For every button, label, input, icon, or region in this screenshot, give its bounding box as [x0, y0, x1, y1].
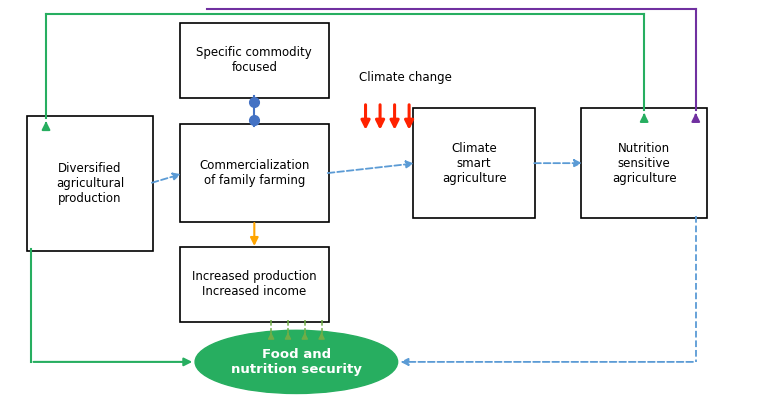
Text: Specific commodity
focused: Specific commodity focused: [197, 46, 312, 74]
Text: Increased production
Increased income: Increased production Increased income: [192, 270, 317, 298]
Text: Climate change: Climate change: [360, 71, 452, 84]
Text: Nutrition
sensitive
agriculture: Nutrition sensitive agriculture: [612, 142, 676, 185]
FancyBboxPatch shape: [180, 247, 329, 322]
Text: Food and
nutrition security: Food and nutrition security: [231, 348, 362, 376]
FancyBboxPatch shape: [180, 124, 329, 222]
Text: Climate
smart
agriculture: Climate smart agriculture: [441, 142, 506, 185]
Text: Diversified
agricultural
production: Diversified agricultural production: [56, 162, 124, 205]
Ellipse shape: [195, 330, 398, 394]
FancyBboxPatch shape: [180, 22, 329, 98]
FancyBboxPatch shape: [413, 108, 535, 218]
FancyBboxPatch shape: [27, 116, 153, 251]
FancyBboxPatch shape: [581, 108, 707, 218]
Text: Commercialization
of family farming: Commercialization of family farming: [199, 159, 310, 187]
